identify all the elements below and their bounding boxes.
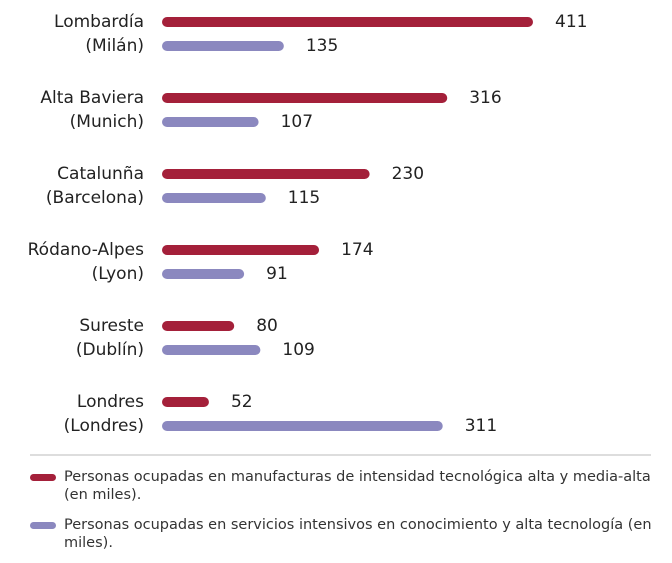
category-label: Londres: [77, 392, 144, 412]
bar: [162, 321, 235, 331]
category-label: Lombardía: [54, 12, 144, 32]
legend-item: Personas ocupadas en servicios intensivo…: [30, 516, 660, 552]
value-label: 80: [256, 316, 278, 336]
legend-item: Personas ocupadas en manufacturas de int…: [30, 468, 660, 504]
bar: [162, 193, 266, 203]
value-label: 411: [555, 12, 587, 32]
value-label: 135: [306, 36, 338, 56]
plot: Lombardía (Milán) 411 135 Alta Baviera (Munic…: [28, 12, 651, 456]
value-label: 174: [341, 240, 373, 260]
bar: [162, 17, 533, 27]
value-label: 109: [282, 340, 314, 360]
value-label: 316: [469, 88, 501, 108]
category-label: Sureste: [79, 316, 144, 336]
legend: Personas ocupadas en manufacturas de int…: [30, 468, 660, 563]
category-label: (Munich): [70, 112, 144, 132]
category-label: (Londres): [64, 416, 144, 436]
category-label: (Lyon): [92, 264, 144, 284]
bar: [162, 93, 448, 103]
category-label: (Milán): [85, 36, 144, 56]
value-label: 311: [465, 416, 497, 436]
legend-swatch: [30, 522, 56, 529]
bar: [162, 397, 209, 407]
category-label: Alta Baviera: [40, 88, 144, 108]
value-label: 230: [392, 164, 424, 184]
bar: [162, 117, 259, 127]
category-label: Catalunña: [57, 164, 144, 184]
category-label: (Dublín): [76, 340, 144, 360]
bar: [162, 269, 245, 279]
value-label: 115: [288, 188, 320, 208]
legend-swatch: [30, 474, 56, 481]
category-label: (Barcelona): [46, 188, 144, 208]
legend-label: Personas ocupadas en servicios intensivo…: [64, 517, 652, 551]
bar: [162, 245, 320, 255]
value-label: 107: [281, 112, 313, 132]
bar: [162, 421, 443, 431]
category-label: Ródano-Alpes: [28, 240, 145, 260]
legend-label: Personas ocupadas en manufacturas de int…: [64, 469, 651, 503]
bar: [162, 41, 284, 51]
value-label: 52: [231, 392, 253, 412]
bar: [162, 345, 261, 355]
value-label: 91: [266, 264, 288, 284]
bar: [162, 169, 370, 179]
